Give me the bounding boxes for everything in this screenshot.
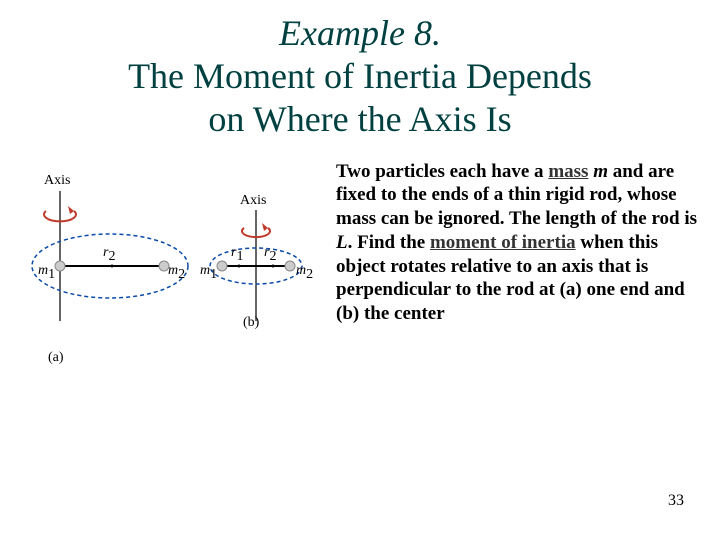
moment-of-inertia-link[interactable]: moment of inertia [430, 232, 576, 253]
physics-diagram: Axis m1 [8, 156, 328, 386]
fig-b-r2: r2 [264, 245, 276, 264]
fig-b-mass1-dot [217, 261, 227, 271]
fig-a-mass1-dot [55, 261, 65, 271]
fig-b-r1: r1 [231, 245, 243, 264]
figure-container: Axis m1 [8, 156, 328, 386]
fig-b-mass2-dot [285, 261, 295, 271]
problem-statement: Two particles each have a mass m and are… [336, 160, 702, 326]
fig-a-r2-tick [111, 264, 114, 267]
text-part-4: . Find the [348, 232, 430, 253]
var-m: m [593, 161, 608, 182]
fig-b-r2-tick [272, 264, 275, 267]
mass-link[interactable]: mass [548, 161, 588, 182]
fig-a-r2: r2 [103, 245, 115, 264]
title-line-1: The Moment of Inertia Depends [0, 55, 720, 98]
fig-a-caption: (a) [48, 350, 64, 365]
var-L: L [336, 232, 348, 253]
fig-a-m1: m1 [38, 263, 55, 282]
title-line-2: on Where the Axis Is [0, 98, 720, 141]
fig-b-m1: m1 [200, 263, 217, 282]
page-number: 33 [668, 492, 684, 510]
fig-a-axis-text: Axis [44, 173, 70, 188]
fig-b-axis-text: Axis [240, 193, 266, 208]
fig-b-m2: m2 [296, 263, 313, 282]
fig-a-m2: m2 [168, 263, 185, 282]
example-label: Example 8. [0, 12, 720, 55]
text-part-1: Two particles each have a [336, 161, 548, 182]
fig-b-r1-tick [238, 264, 241, 267]
fig-b-caption: (b) [243, 315, 260, 330]
